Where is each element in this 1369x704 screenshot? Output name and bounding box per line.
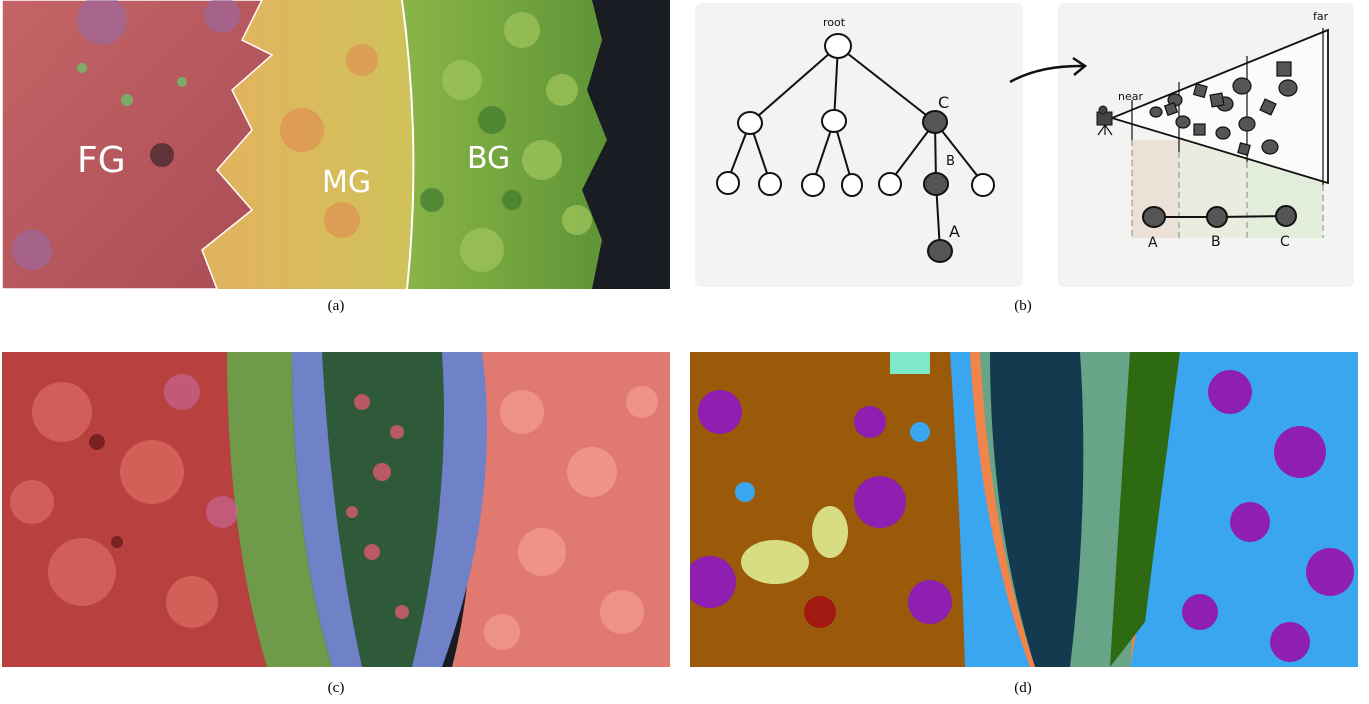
tree-label-c: C [938, 93, 949, 112]
transform-arrow [1009, 64, 1086, 84]
mg-label: MG [322, 165, 371, 200]
tree-node-c [922, 110, 948, 134]
tree-label-a: A [949, 222, 960, 241]
caption-a: (a) [327, 298, 345, 314]
panel-c-image [2, 352, 670, 667]
frustum-label-near: near [1118, 90, 1143, 103]
list-label-a: A [1148, 235, 1158, 251]
tree-label-root: root [823, 16, 846, 29]
panel-a-svg: FG MG BG [2, 0, 670, 289]
caption-c: (c) [327, 680, 345, 696]
panel-b-image: root C B A [690, 0, 1358, 289]
tree-label-b: B [946, 154, 955, 169]
list-label-b: B [1211, 234, 1221, 250]
frustum-label-far: far [1313, 10, 1329, 23]
fg-layer [2, 0, 274, 289]
panel-b-svg: root C B A [690, 0, 1358, 289]
list-node-b [1206, 206, 1228, 228]
caption-b: (b) [1014, 298, 1032, 314]
tree-node-root [824, 33, 852, 59]
tree-sketch-card [695, 3, 1023, 287]
panel-d-svg [690, 352, 1358, 667]
mg-bg-boundary [401, 0, 415, 289]
tree-node-a [927, 239, 953, 263]
list-label-c: C [1280, 234, 1290, 250]
camera-icon [1096, 105, 1113, 136]
panel-a-image: FG MG BG [2, 0, 670, 289]
fg-label: FG [77, 140, 126, 181]
caption-d: (d) [1014, 680, 1032, 696]
tree-node-b [923, 172, 949, 196]
bg-label: BG [467, 141, 510, 176]
panel-c-svg [2, 352, 670, 667]
list-node-c [1275, 205, 1297, 227]
list-node-a [1142, 206, 1166, 228]
panel-d-image [690, 352, 1358, 667]
